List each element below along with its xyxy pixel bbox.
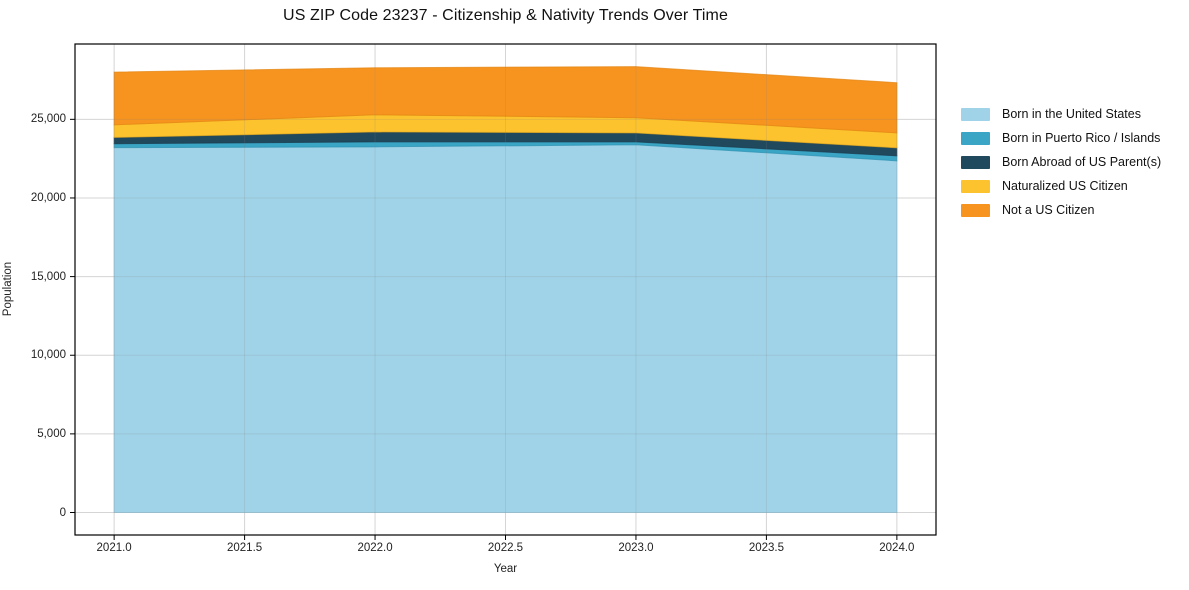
x-tick-label: 2023.5 xyxy=(748,542,784,554)
x-tick-label: 2021.0 xyxy=(96,542,132,554)
x-tick-label: 2022.5 xyxy=(487,542,524,554)
y-tick-label: 10,000 xyxy=(30,349,66,362)
legend-item-1: Born in Puerto Rico / Islands xyxy=(961,126,1161,150)
x-tick-label: 2021.5 xyxy=(226,542,263,554)
legend-label: Not a US Citizen xyxy=(1002,203,1095,217)
legend-item-3: Naturalized US Citizen xyxy=(961,174,1161,198)
legend-swatch-icon xyxy=(961,155,990,169)
legend-label: Born in the United States xyxy=(1002,107,1141,121)
y-tick-label: 0 xyxy=(59,506,66,519)
legend-swatch-icon xyxy=(961,179,990,193)
legend: Born in the United States Born in Puerto … xyxy=(961,102,1161,222)
chart-title: US ZIP Code 23237 - Citizenship & Nativi… xyxy=(283,7,728,24)
x-tick-label: 2023.0 xyxy=(618,542,654,554)
legend-item-2: Born Abroad of US Parent(s) xyxy=(961,150,1161,174)
legend-label: Naturalized US Citizen xyxy=(1002,179,1128,193)
legend-label: Born Abroad of US Parent(s) xyxy=(1002,155,1162,169)
y-tick-label: 25,000 xyxy=(30,113,66,126)
y-tick-label: 20,000 xyxy=(30,191,66,204)
x-axis-label: Year xyxy=(493,563,518,575)
legend-item-0: Born in the United States xyxy=(961,102,1161,126)
legend-swatch-icon xyxy=(961,107,990,121)
legend-label: Born in Puerto Rico / Islands xyxy=(1002,131,1161,145)
y-tick-label: 5,000 xyxy=(37,427,66,440)
y-tick-label: 15,000 xyxy=(30,270,66,283)
legend-swatch-icon xyxy=(961,203,990,217)
x-tick-label: 2022.0 xyxy=(357,542,393,554)
x-tick-label: 2024.0 xyxy=(879,542,915,554)
legend-swatch-icon xyxy=(961,131,990,145)
legend-item-4: Not a US Citizen xyxy=(961,198,1161,222)
area-series-4 xyxy=(113,66,898,134)
y-axis-label: Population xyxy=(2,261,14,317)
